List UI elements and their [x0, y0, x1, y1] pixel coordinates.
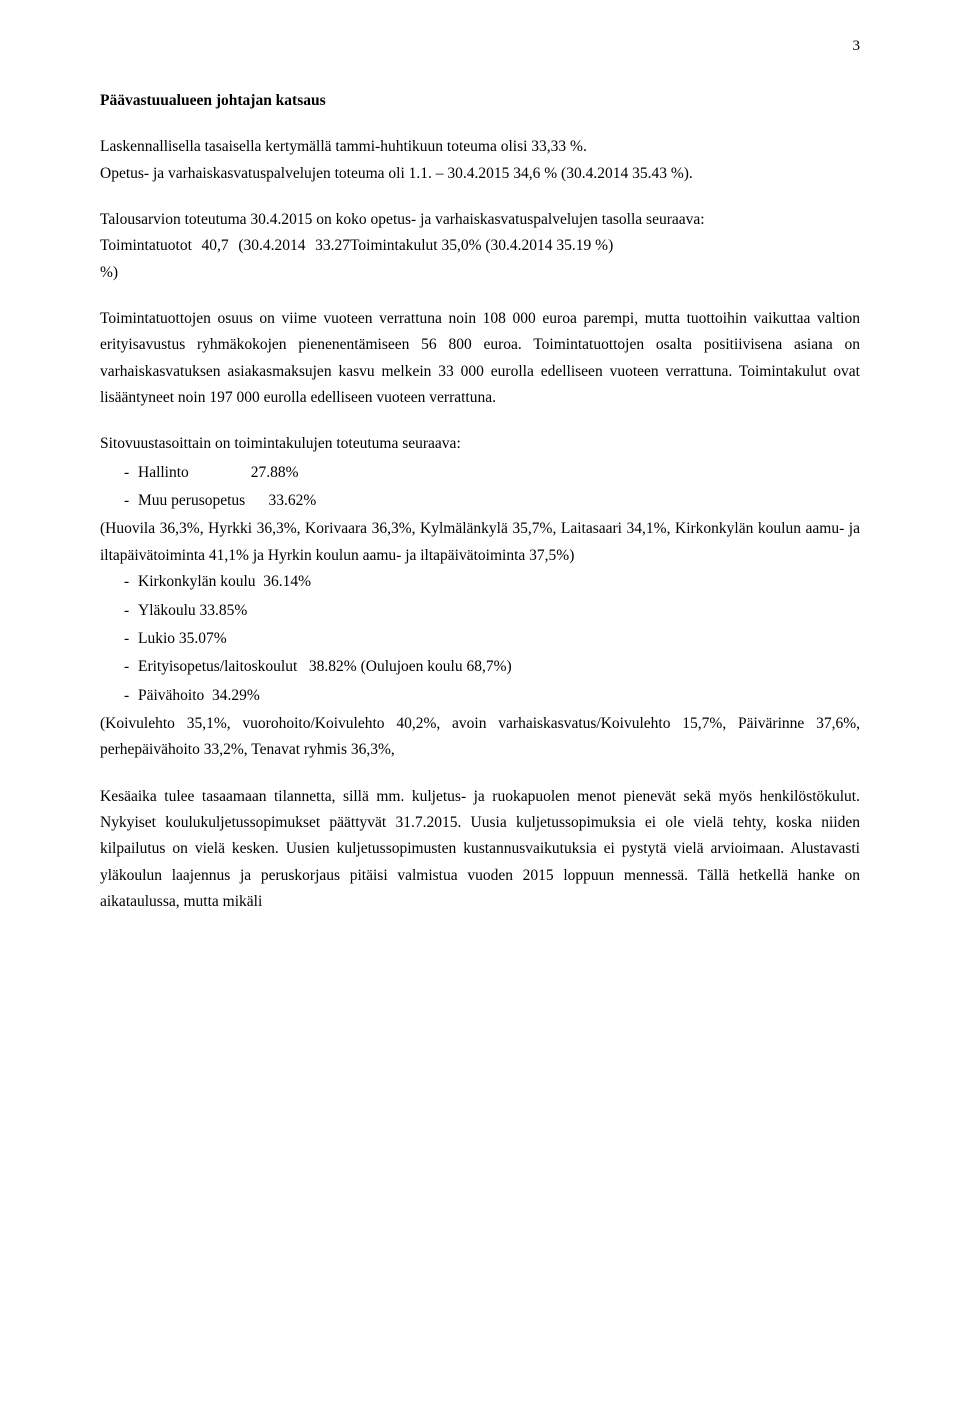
- paragraph-toimintatuotot: Toimintatuottojen osuus on viime vuoteen…: [100, 306, 860, 411]
- bullet-dash: -: [124, 654, 138, 680]
- talousarvio-intro: Talousarvion toteutuma 30.4.2015 on koko…: [100, 207, 860, 233]
- bullet-dash: -: [124, 488, 138, 514]
- bullet-text-paivahoito: Päivähoito 34.29%: [138, 683, 860, 709]
- bullet-paivahoito: - Päivähoito 34.29%: [124, 683, 860, 709]
- text-p2: Opetus- ja varhaiskasvatuspalvelujen tot…: [100, 165, 693, 182]
- bullet-hallinto: - Hallinto 27.88%: [124, 460, 860, 486]
- bullet-text-kirkonkyla: Kirkonkylän koulu 36.14%: [138, 569, 860, 595]
- bullet-text-hallinto: Hallinto 27.88%: [138, 460, 860, 486]
- bullet-dash: -: [124, 569, 138, 595]
- paragraph-kesaaika: Kesäaika tulee tasaamaan tilannetta, sil…: [100, 784, 860, 916]
- document-content: Päävastuualueen johtajan katsaus Laskenn…: [100, 88, 860, 915]
- bullet-erityisopetus: - Erityisopetus/laitoskoulut 38.82% (Oul…: [124, 654, 860, 680]
- bullet-lukio: - Lukio 35.07%: [124, 626, 860, 652]
- bullet-text-erityisopetus: Erityisopetus/laitoskoulut 38.82% (Ouluj…: [138, 654, 860, 680]
- huovila-block: (Huovila 36,3%, Hyrkki 36,3%, Korivaara …: [100, 516, 860, 569]
- bullet-text-lukio: Lukio 35.07%: [138, 626, 860, 652]
- toimintatuotot: Toimintatuotot 40,7 (30.4.2014 33.27 %): [100, 233, 350, 286]
- bullet-dash: -: [124, 598, 138, 624]
- bullet-dash: -: [124, 460, 138, 486]
- bullet-dash: -: [124, 626, 138, 652]
- bullet-ylakoulu: - Yläkoulu 33.85%: [124, 598, 860, 624]
- bullet-text-ylakoulu: Yläkoulu 33.85%: [138, 598, 860, 624]
- bullet-dash: -: [124, 683, 138, 709]
- bullet-kirkonkyla: - Kirkonkylän koulu 36.14%: [124, 569, 860, 595]
- text-p1: Laskennallisella tasaisella kertymällä t…: [100, 138, 587, 155]
- paragraph-laskennallinen: Laskennallisella tasaisella kertymällä t…: [100, 134, 860, 187]
- bullet-text-muu: Muu perusopetus 33.62%: [138, 488, 860, 514]
- bullet-muu: - Muu perusopetus 33.62%: [124, 488, 860, 514]
- koivulehto-block: (Koivulehto 35,1%, vuorohoito/Koivulehto…: [100, 711, 860, 764]
- toimintakulut: Toimintakulut 35,0% (30.4.2014 35.19 %): [350, 233, 860, 286]
- sitovuus-intro: Sitovuustasoittain on toimintakulujen to…: [100, 431, 860, 457]
- talousarvio-row: Toimintatuotot 40,7 (30.4.2014 33.27 %) …: [100, 233, 860, 286]
- talousarvio-block: Talousarvion toteutuma 30.4.2015 on koko…: [100, 207, 860, 286]
- page-number: 3: [853, 38, 861, 55]
- heading-main: Päävastuualueen johtajan katsaus: [100, 88, 860, 114]
- page-container: 3 Päävastuualueen johtajan katsaus Laske…: [0, 0, 960, 1402]
